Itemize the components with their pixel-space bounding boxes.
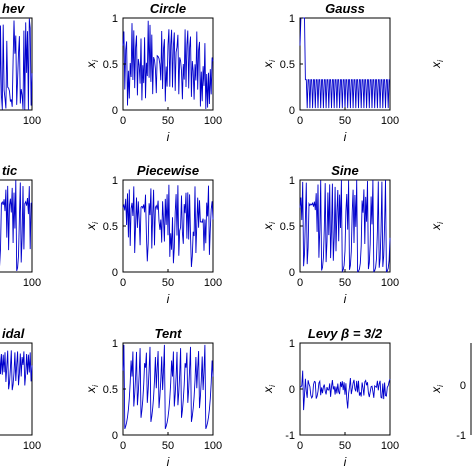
x-tick-label: 0 (120, 277, 126, 289)
y-axis-label: xi (261, 385, 277, 394)
x-tick-label: 100 (23, 440, 41, 452)
x-tick-label: 100 (381, 440, 399, 452)
partial-y-tick-label: -1 (456, 430, 466, 442)
subplot-7: Tent 0 50 100 0 0.5 1 i xi (84, 326, 222, 469)
x-tick-label: 50 (339, 440, 351, 452)
x-tick-label: 0 (297, 277, 303, 289)
subplot-title: hev (2, 1, 25, 16)
subplot-2: Gauss 0 50 100 0 0.5 1 i xi (261, 1, 399, 144)
axes-box (0, 342, 33, 436)
partial-y-axis-label: xi (429, 385, 445, 394)
y-tick-label: 0.5 (103, 59, 118, 71)
x-tick-label: 100 (381, 277, 399, 289)
series-line (0, 180, 33, 272)
subplot-title: Sine (331, 163, 358, 178)
axes-box (0, 179, 33, 273)
partial-y-axis-label: xi (429, 60, 445, 69)
y-tick-label: 0 (112, 267, 118, 279)
subplot-3: tic 100 (0, 163, 41, 289)
subplot-1: Circle 0 50 100 0 0.5 1 i xi (84, 1, 222, 144)
y-tick-label: 0.5 (103, 221, 118, 233)
y-tick-label: 0 (112, 105, 118, 117)
partial-y-axis-label: xi (429, 222, 445, 231)
subplot-4: Piecewise 0 50 100 0 0.5 1 i xi (84, 163, 222, 306)
y-axis-label: xi (84, 222, 100, 231)
subplot-5: Sine 0 50 100 0 0.5 1 i xi (261, 163, 399, 306)
series-line (122, 344, 214, 430)
x-tick-label: 100 (23, 277, 41, 289)
y-tick-label: 0 (289, 384, 295, 396)
y-tick-label: 1 (112, 13, 118, 25)
x-tick-label: 50 (162, 115, 174, 127)
x-tick-label: 100 (381, 115, 399, 127)
y-tick-label: 1 (289, 175, 295, 187)
y-tick-label: 0.5 (280, 59, 295, 71)
series-line (0, 18, 33, 110)
x-tick-label: 0 (297, 115, 303, 127)
x-axis-label: i (167, 455, 170, 469)
x-axis-label: i (167, 292, 170, 306)
series-line (299, 180, 391, 273)
axes-box (0, 17, 33, 111)
x-tick-label: 0 (297, 440, 303, 452)
series-line (299, 370, 391, 411)
x-tick-label: 100 (204, 277, 222, 289)
x-axis-label: i (344, 455, 347, 469)
series-line (0, 350, 33, 391)
y-tick-label: 0 (112, 430, 118, 442)
x-tick-label: 0 (120, 440, 126, 452)
y-tick-label: 1 (112, 338, 118, 350)
x-tick-label: 100 (23, 115, 41, 127)
y-axis-label: xi (261, 60, 277, 69)
partial-y-tick-label: 0 (460, 380, 466, 392)
subplot-title: idal (2, 326, 25, 341)
y-tick-label: 0.5 (103, 384, 118, 396)
subplot-6: idal 100 (0, 326, 41, 452)
subplot-title: Circle (150, 1, 186, 16)
x-tick-label: 100 (204, 115, 222, 127)
y-axis-label: xi (84, 385, 100, 394)
y-tick-label: -1 (285, 430, 295, 442)
y-tick-label: 1 (112, 175, 118, 187)
subplot-title: tic (2, 163, 18, 178)
y-tick-label: 0 (289, 105, 295, 117)
x-tick-label: 50 (162, 440, 174, 452)
y-tick-label: 0 (289, 267, 295, 279)
x-tick-label: 50 (339, 115, 351, 127)
series-line (299, 17, 390, 109)
subplot-title: Tent (155, 326, 183, 341)
x-axis-label: i (167, 130, 170, 144)
x-axis-label: i (344, 292, 347, 306)
x-tick-label: 50 (339, 277, 351, 289)
y-axis-label: xi (84, 60, 100, 69)
x-axis-label: i (344, 130, 347, 144)
x-tick-label: 100 (204, 440, 222, 452)
y-axis-label: xi (261, 222, 277, 231)
y-tick-label: 1 (289, 338, 295, 350)
subplot-title: Piecewise (137, 163, 199, 178)
subplot-0: hev 100 (0, 1, 41, 127)
series-line (122, 184, 214, 268)
y-tick-label: 0.5 (280, 221, 295, 233)
x-tick-label: 0 (120, 115, 126, 127)
series-line (122, 20, 214, 109)
x-tick-label: 50 (162, 277, 174, 289)
subplot-title: Gauss (325, 1, 365, 16)
subplot-title: Levy β = 3/2 (308, 326, 383, 341)
y-tick-label: 1 (289, 13, 295, 25)
